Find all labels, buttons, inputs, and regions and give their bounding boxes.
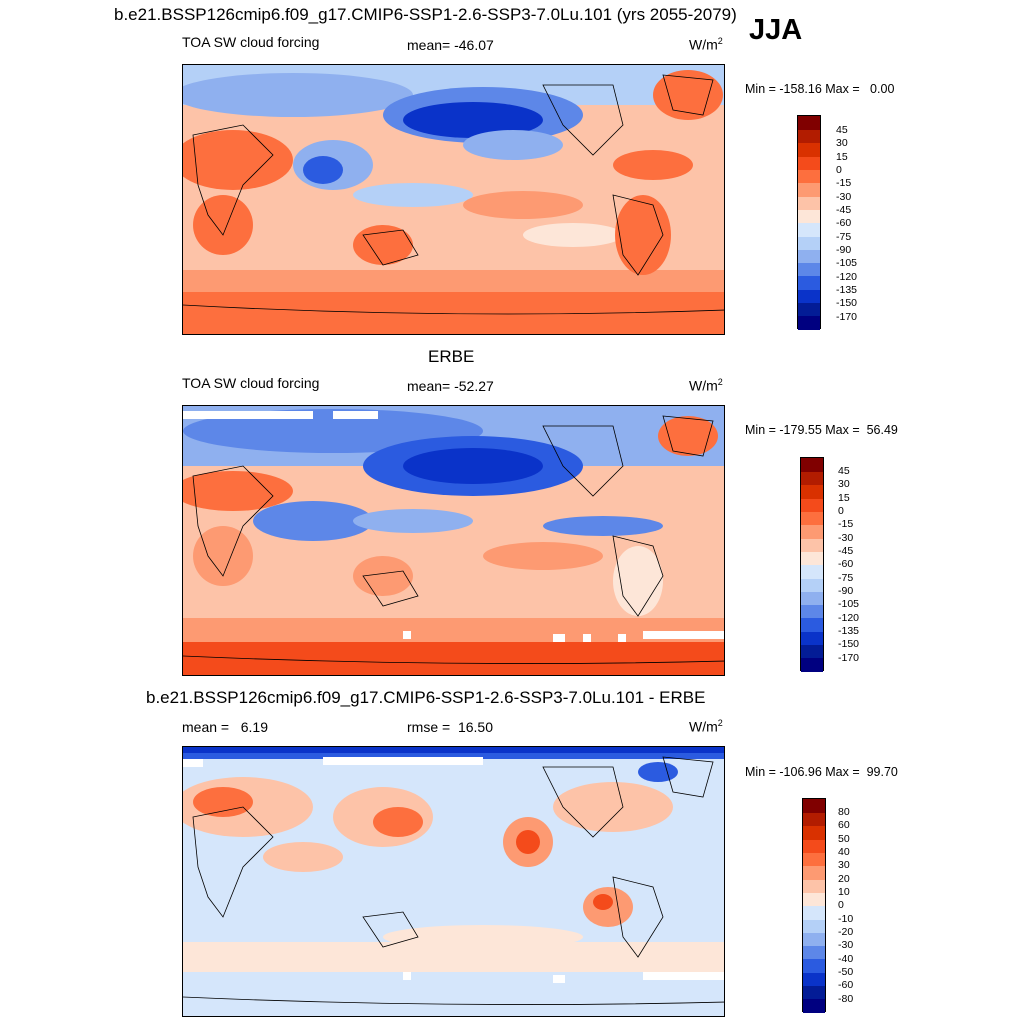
- units-text: W/m: [689, 36, 718, 53]
- cb2-tick: -60: [838, 558, 854, 570]
- cb2-tick: -150: [838, 638, 860, 650]
- panel1-title: b.e21.BSSP126cmip6.f09_g17.CMIP6-SSP1-2.…: [114, 5, 737, 24]
- panel1-map-svg: [183, 65, 724, 334]
- cb3-tick: -80: [838, 993, 854, 1005]
- cb3-tick: 60: [838, 819, 850, 831]
- cb3-tick: 30: [838, 859, 850, 871]
- cb2-tick: -15: [838, 518, 854, 530]
- cb2-tick: -45: [838, 545, 854, 557]
- panel2-map-svg: [183, 406, 724, 675]
- cb1-tick: -60: [836, 217, 852, 229]
- panel2-minmax: Min = -179.55 Max = 56.49: [745, 423, 898, 437]
- units-sup: 2: [717, 718, 723, 728]
- cb3-tick: 20: [838, 873, 850, 885]
- panel1-map: [182, 64, 725, 335]
- cb1-tick: -105: [836, 257, 858, 269]
- cb3-tick: -40: [838, 953, 854, 965]
- cb1-tick: 15: [836, 151, 848, 163]
- cb1-tick: -90: [836, 244, 852, 256]
- panel3-units: W/m2: [689, 718, 723, 735]
- cb3-tick: -50: [838, 966, 854, 978]
- cb1-tick: -75: [836, 231, 852, 243]
- cb1-tick: -135: [836, 284, 858, 296]
- cb2-tick: -30: [838, 532, 854, 544]
- cb1-tick: -170: [836, 311, 858, 323]
- cb3-tick: -10: [838, 913, 854, 925]
- cb3-tick: 10: [838, 886, 850, 898]
- panel2-colorbar: [800, 457, 824, 672]
- cb3-tick: 80: [838, 806, 850, 818]
- cb1-tick: -120: [836, 271, 858, 283]
- panel3-minmax: Min = -106.96 Max = 99.70: [745, 765, 898, 779]
- panel2-variable: TOA SW cloud forcing: [182, 375, 320, 391]
- panel2-title: ERBE: [428, 347, 475, 366]
- cb3-tick: -20: [838, 926, 854, 938]
- cb3-tick: 50: [838, 833, 850, 845]
- cb1-tick: -45: [836, 204, 852, 216]
- panel2-mean: mean= -52.27: [407, 378, 494, 394]
- units-text: W/m: [689, 377, 718, 394]
- cb3-tick: -30: [838, 939, 854, 951]
- cb1-tick: 0: [836, 164, 842, 176]
- cb2-tick: -90: [838, 585, 854, 597]
- panel3-title: b.e21.BSSP126cmip6.f09_g17.CMIP6-SSP1-2.…: [146, 688, 706, 707]
- cb2-tick: -105: [838, 598, 860, 610]
- panel1-colorbar: [797, 115, 821, 330]
- cb2-tick: -120: [838, 612, 860, 624]
- cb1-tick: -30: [836, 191, 852, 203]
- cb1-tick: 30: [836, 137, 848, 149]
- cb2-tick: 45: [838, 465, 850, 477]
- units-sup: 2: [717, 36, 723, 46]
- panel1-mean: mean= -46.07: [407, 37, 494, 53]
- cb3-tick: 0: [838, 899, 844, 911]
- panel3-rmse: rmse = 16.50: [407, 719, 493, 735]
- panel2-map: [182, 405, 725, 676]
- cb3-tick: -60: [838, 979, 854, 991]
- cb1-tick: -15: [836, 177, 852, 189]
- panel3-map: [182, 746, 725, 1017]
- panel1-variable: TOA SW cloud forcing: [182, 34, 320, 50]
- cb2-tick: -75: [838, 572, 854, 584]
- cb2-tick: -170: [838, 652, 860, 664]
- cb2-tick: 15: [838, 492, 850, 504]
- panel1-units: W/m2: [689, 36, 723, 53]
- cb1-tick: 45: [836, 124, 848, 136]
- units-text: W/m: [689, 718, 718, 735]
- panel1-minmax: Min = -158.16 Max = 0.00: [745, 82, 895, 96]
- panel3-colorbar: [802, 798, 826, 1013]
- cb2-tick: -135: [838, 625, 860, 637]
- cb2-tick: 30: [838, 478, 850, 490]
- season-label: JJA: [749, 14, 803, 46]
- units-sup: 2: [717, 377, 723, 387]
- cb2-tick: 0: [838, 505, 844, 517]
- panel2-units: W/m2: [689, 377, 723, 394]
- cb1-tick: -150: [836, 297, 858, 309]
- panel3-mean: mean = 6.19: [182, 719, 269, 735]
- panel3-map-svg: [183, 747, 724, 1016]
- cb3-tick: 40: [838, 846, 850, 858]
